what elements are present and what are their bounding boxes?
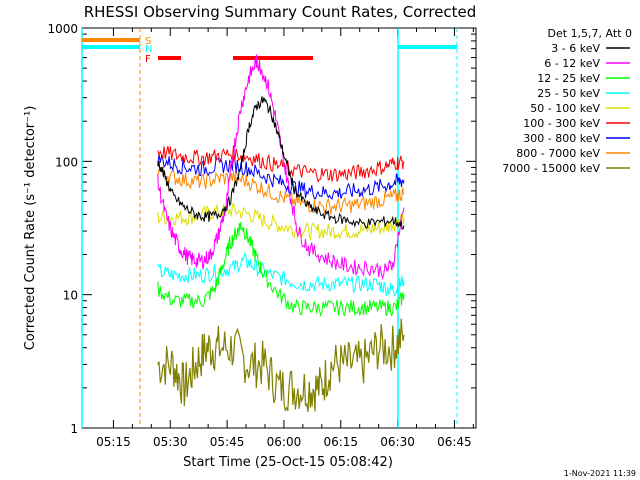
series-line-800-7000-kev — [157, 166, 405, 215]
y-tick-label: 100 — [55, 155, 78, 169]
legend-label: 800 - 7000 keV — [516, 147, 600, 160]
x-tick-label: 06:45 — [437, 435, 472, 449]
chart-title: RHESSI Observing Summary Count Rates, Co… — [84, 3, 477, 21]
legend-label: 50 - 100 keV — [530, 102, 600, 115]
x-axis: 05:15 05:30 05:45 06:00 06:15 06:30 06:45 — [96, 28, 474, 449]
x-tick-label: 05:15 — [96, 435, 131, 449]
x-tick-label: 06:00 — [267, 435, 302, 449]
y-tick-label: 1 — [70, 422, 78, 436]
legend-label: 300 - 800 keV — [523, 132, 600, 145]
series-line-6-12-kev — [157, 54, 405, 281]
legend-label: 25 - 50 keV — [537, 87, 600, 100]
x-axis-label: Start Time (25-Oct-15 05:08:42) — [183, 455, 393, 470]
y-tick-label: 10 — [63, 289, 78, 303]
legend-label: 12 - 25 keV — [537, 72, 600, 85]
series-line-7000-15000-kev — [157, 318, 405, 412]
flag-label-s: S — [145, 36, 151, 47]
flag-label-f: F — [145, 54, 151, 65]
legend-header: Det 1,5,7, Att 0 — [548, 27, 632, 40]
series-line-3-6-kev — [157, 96, 405, 230]
legend-label: 7000 - 15000 keV — [502, 162, 600, 175]
x-tick-label: 06:15 — [323, 435, 358, 449]
legend-label: 3 - 6 keV — [551, 42, 600, 55]
series-group — [157, 54, 405, 412]
series-line-25-50-kev — [157, 251, 405, 296]
flag-label-n: N — [145, 44, 152, 55]
legend: 3 - 6 keV 6 - 12 keV 12 - 25 keV 25 - 50 ke… — [502, 42, 630, 175]
x-tick-label: 06:30 — [380, 435, 415, 449]
legend-label: 100 - 300 keV — [523, 117, 600, 130]
x-tick-label: 05:30 — [153, 435, 188, 449]
legend-label: 6 - 12 keV — [544, 57, 600, 70]
footer-timestamp: 1-Nov-2021 11:39 — [564, 469, 636, 478]
series-line-300-800-kev — [157, 153, 405, 201]
series-line-12-25-kev — [157, 222, 405, 318]
x-tick-label: 05:45 — [210, 435, 245, 449]
y-axis-label: Corrected Count Rate (s⁻¹ detector⁻¹) — [23, 106, 38, 351]
y-tick-label: 1000 — [47, 22, 78, 36]
y-axis: 1 10 100 1000 — [47, 22, 476, 436]
